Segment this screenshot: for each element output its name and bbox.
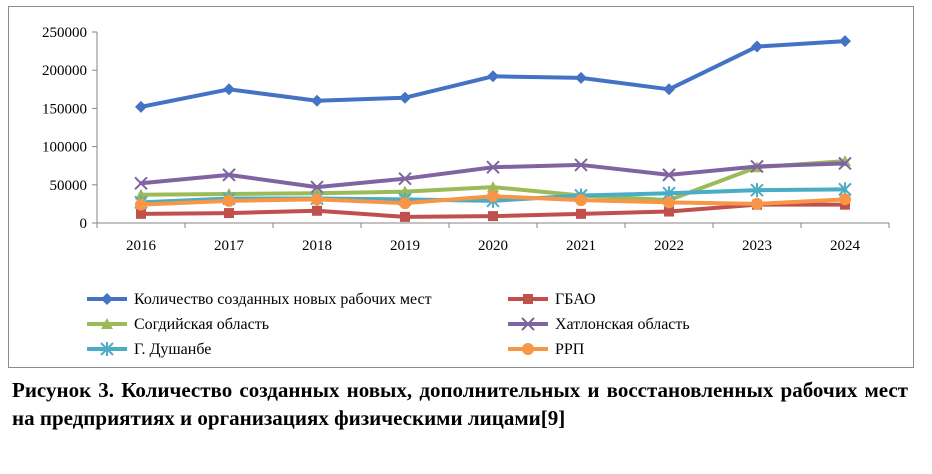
- series-1: [135, 35, 851, 113]
- series-4: [134, 156, 852, 194]
- data-point: [135, 188, 147, 200]
- legend-item: ГБАО: [508, 291, 596, 308]
- data-point: [311, 94, 323, 107]
- data-point: [135, 100, 147, 113]
- data-point: [136, 208, 146, 219]
- legend-marker: [101, 293, 113, 305]
- data-point: [399, 197, 411, 210]
- x-tick-label: 2022: [654, 238, 684, 254]
- legend-marker: [522, 343, 534, 355]
- legend-label: Количество созданных новых рабочих мест: [134, 291, 432, 308]
- legend-item: Хатлонская область: [508, 316, 690, 333]
- data-point: [487, 190, 499, 203]
- data-point: [400, 211, 410, 222]
- data-point: [134, 176, 148, 190]
- x-tick-label: 2019: [390, 238, 420, 254]
- data-point: [223, 83, 235, 96]
- data-point: [839, 193, 851, 206]
- series-6: [135, 190, 851, 211]
- legend-item: Согдийская область: [87, 316, 269, 333]
- data-point: [487, 70, 499, 83]
- legend-label: Г. Душанбе: [134, 341, 211, 358]
- y-tick-label: 50000: [50, 178, 88, 194]
- data-point: [575, 194, 587, 207]
- data-point: [751, 40, 763, 53]
- data-point: [398, 171, 412, 186]
- chart-frame: 0 50000 100000 150000 200000 250000 2016 2017 20…: [8, 6, 914, 368]
- data-point: [751, 197, 763, 210]
- data-point: [224, 208, 234, 219]
- data-point: [487, 181, 499, 193]
- legend-label: Хатлонская область: [555, 316, 690, 333]
- data-point: [750, 159, 764, 174]
- data-point: [576, 208, 586, 219]
- legend-item: РРП: [508, 341, 585, 358]
- x-tick-label: 2024: [830, 238, 861, 254]
- data-point: [664, 206, 674, 217]
- legend-label: ГБАО: [555, 291, 596, 308]
- data-point: [662, 168, 676, 182]
- data-point: [575, 71, 587, 84]
- x-tick-label: 2016: [126, 238, 157, 254]
- x-tick-label: 2021: [566, 238, 596, 254]
- y-tick-label: 250000: [42, 25, 87, 41]
- legend-marker: [521, 317, 535, 331]
- y-tick-label: 200000: [42, 63, 87, 79]
- data-point: [488, 211, 498, 222]
- data-point: [750, 183, 764, 198]
- data-point: [663, 196, 675, 209]
- data-point: [135, 198, 147, 211]
- y-tick-label: 100000: [42, 140, 87, 156]
- axes: 0 50000 100000 150000 200000 250000 2016 2017 20…: [42, 25, 890, 254]
- line-chart: 0 50000 100000 150000 200000 250000 2016 2017 20…: [42, 25, 890, 358]
- legend-marker: [523, 294, 533, 304]
- legend-marker: [100, 342, 114, 356]
- legend-label: РРП: [555, 341, 585, 358]
- legend: Количество созданных новых рабочих мест Г…: [87, 291, 690, 358]
- data-point: [222, 168, 236, 182]
- data-point: [838, 156, 852, 171]
- data-point: [312, 205, 322, 216]
- x-tick-label: 2020: [478, 238, 508, 254]
- data-point: [663, 83, 675, 96]
- legend-item: Количество созданных новых рабочих мест: [87, 291, 432, 308]
- legend-item: Г. Душанбе: [87, 341, 211, 358]
- legend-label: Согдийская область: [134, 316, 269, 333]
- legend-marker: [101, 318, 113, 329]
- data-point: [399, 91, 411, 104]
- data-point: [223, 194, 235, 207]
- series-layer: [134, 35, 852, 222]
- data-point: [399, 185, 411, 197]
- data-point: [486, 160, 500, 174]
- x-tick-label: 2023: [742, 238, 772, 254]
- data-point: [574, 158, 588, 172]
- data-point: [310, 180, 324, 194]
- x-tick-label: 2018: [302, 238, 332, 254]
- figure-caption: Рисунок 3. Количество созданных новых, д…: [12, 378, 908, 430]
- y-tick-label: 150000: [42, 101, 87, 117]
- x-tick-label: 2017: [214, 238, 245, 254]
- data-point: [839, 35, 851, 48]
- y-tick-label: 0: [80, 216, 88, 232]
- data-point: [311, 193, 323, 206]
